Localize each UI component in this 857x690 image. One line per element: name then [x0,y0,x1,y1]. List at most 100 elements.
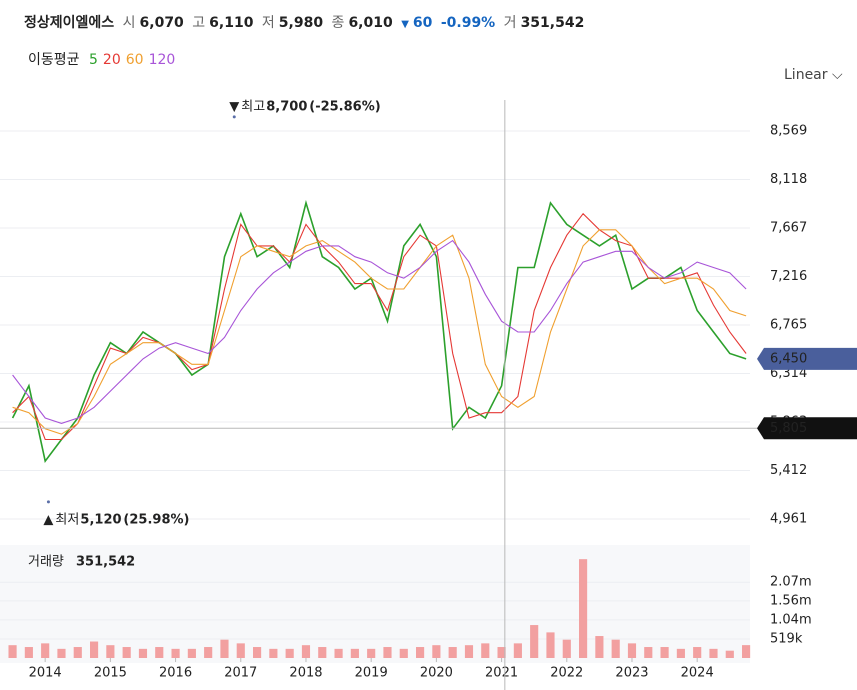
legend-entry: 120 [148,52,176,68]
y-tick-label: 4,961 [770,512,807,527]
open-value: 6,070 [139,15,184,31]
volume-bar [611,639,620,658]
volume-bar [350,648,359,658]
extreme-point [46,500,50,504]
y-tick-label: 6,765 [770,318,807,333]
volume-bar [448,647,457,658]
legend-entry: 5 [88,52,98,68]
volume-bar [693,647,702,658]
last-price-badge [757,347,857,370]
annotation-marker: ▲ [43,512,53,527]
x-tick-label: 2018 [289,666,322,681]
annotation-value: 5,120 [80,512,121,527]
low-value: 5,980 [278,15,324,31]
volume-title: 거래량 [28,555,64,570]
y-tick-label: 7,667 [770,220,807,235]
stock-name: 정상제이엘에스 [24,15,115,31]
quote-header: 정상제이엘에스 시 6,070 고 6,110 저 5,980 종 6,010 ▼ 60 … [24,12,588,32]
annotation-label: 최고 [241,99,265,114]
high-label: 고 [192,15,206,31]
volume-tick-label: 1.04m [770,612,812,627]
volume-label: 거 [503,15,517,31]
close-value: 6,010 [348,15,393,31]
volume-bar [416,647,425,658]
volume-bar [676,648,685,658]
volume-bar [285,648,294,658]
volume-bar [579,559,588,658]
y-tick-label: 5,412 [770,463,807,478]
volume-bar [204,647,213,658]
volume-bar [562,639,571,658]
volume-tick-label: 1.56m [770,593,812,608]
x-tick-label: 2019 [355,666,388,681]
volume-bar [89,641,99,658]
ma-line [12,212,747,441]
volume-bar [57,648,66,658]
annotation-label: 최저 [55,512,79,527]
volume-bar [399,648,408,658]
change-percent: -0.99% [440,15,496,31]
x-tick-label: 2016 [159,666,192,681]
volume-bar [220,639,229,658]
volume-bar [497,647,506,658]
volume-bar [73,647,82,658]
y-tick-label: 5,863 [770,415,807,430]
volume-bar [709,648,718,658]
x-tick-label: 2017 [224,666,257,681]
volume-bar [24,647,33,658]
x-tick-label: 2020 [420,666,453,681]
volume-bar [432,645,441,658]
volume-bar [742,645,751,658]
x-tick-label: 2024 [681,666,714,681]
volume-bar [334,648,343,658]
legend-entry: 20 [102,52,121,68]
volume-bar [236,643,245,658]
volume-panel [0,545,750,663]
legend-title: 이동평균 [28,52,80,68]
scale-dropdown[interactable]: Linear ⌵ [784,67,843,83]
annotation-change: (25.98%) [123,512,189,527]
close-label: 종 [331,15,345,31]
x-tick-label: 2015 [94,666,127,681]
y-tick-label: 8,118 [770,172,807,187]
scale-label: Linear [784,67,828,83]
ma-line [12,239,747,424]
open-label: 시 [122,15,136,31]
volume-bar [464,645,474,658]
x-tick-label: 2022 [550,666,583,681]
x-tick-label: 2021 [485,666,518,681]
volume-bar [155,647,164,658]
volume-tick-label: 2.07m [770,575,812,590]
volume-bar [725,650,734,658]
volume-bar [187,648,196,658]
volume-current: 351,542 [76,555,135,570]
y-tick-label: 6,314 [770,366,807,381]
volume-bar [595,636,604,658]
volume-bar [171,648,180,658]
extreme-point [232,115,236,119]
volume-bar [644,647,653,658]
volume-bar [367,648,376,658]
moving-average-legend: 이동평균 5 20 60 120 [28,49,180,69]
volume-bar [138,648,148,658]
crosshair-badge [757,417,857,440]
dropdown-arrow: ⌵ [831,67,843,83]
volume-bar [41,643,50,658]
change-value: 60 [412,15,433,31]
volume-bar [269,648,278,658]
volume-bar [8,645,17,658]
y-tick-label: 8,569 [770,123,807,138]
x-tick-label: 2014 [29,666,62,681]
volume-tick-label: 519k [770,632,803,647]
volume-bar [513,643,522,658]
annotation-change: (-25.86%) [309,99,380,114]
high-value: 6,110 [209,15,254,31]
volume-bar [318,647,327,658]
annotation-value: 8,700 [266,99,307,114]
annotation-marker: ▼ [229,99,239,114]
volume-value: 351,542 [520,15,585,31]
low-label: 저 [261,15,275,31]
volume-bar [546,632,555,658]
